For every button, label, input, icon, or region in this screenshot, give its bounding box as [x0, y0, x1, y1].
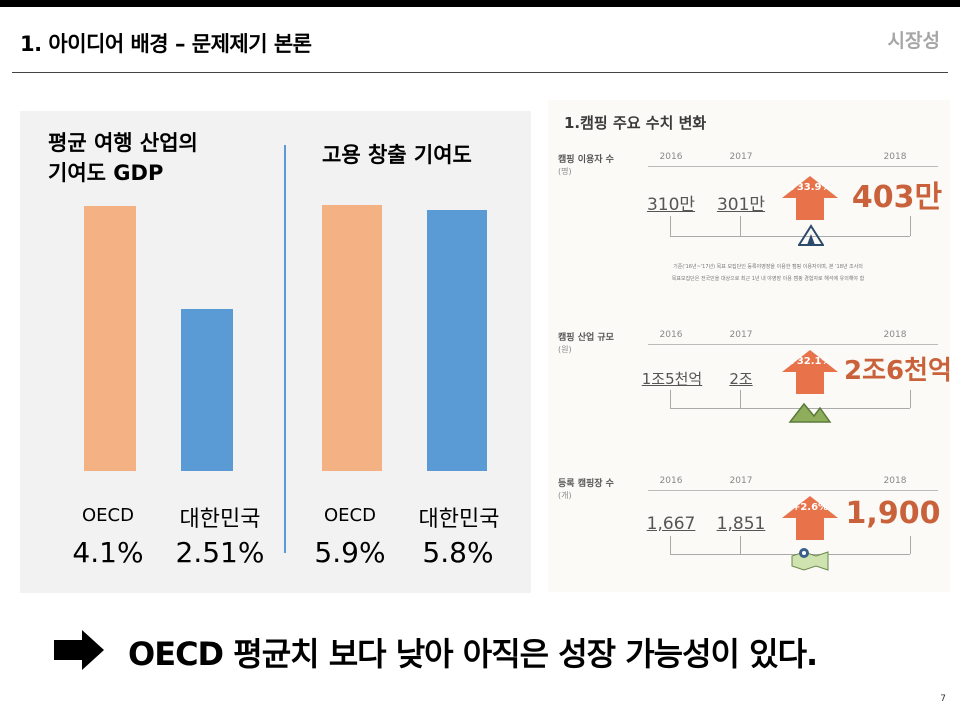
map-pin-icon — [791, 548, 829, 571]
row-unit-industry: (원) — [558, 345, 572, 354]
year-2017-users: 2017 — [729, 152, 753, 162]
year-2017-campsites: 2017 — [729, 476, 753, 486]
growth-industry: +32.1% — [788, 356, 832, 367]
bar-oecd-employment — [322, 205, 382, 471]
row-label-users: 캠핑 이용자 수 — [558, 155, 614, 165]
note-line-2: 목표모집단은 전국민을 대상으로 최근 1년 내 야영장 이용 캠핑 경험자로 … — [671, 276, 865, 282]
section-tag: 시장성 — [887, 30, 940, 52]
row-label-campsites: 등록 캠핑장 수 — [558, 479, 614, 489]
growth-users: +33.9% — [788, 182, 832, 193]
pin-users-2017 — [740, 216, 741, 236]
pin-industry-2016 — [670, 390, 671, 408]
category-oecd-employment: OECD — [324, 505, 376, 526]
value-2018-users: 403만 — [851, 180, 943, 215]
value-2017-users: 301만 — [716, 195, 766, 215]
row-label-industry: 캠핑 산업 규모 — [558, 333, 614, 343]
bar-oecd-gdp — [84, 206, 136, 471]
value-korea-gdp: 2.51% — [175, 536, 265, 569]
timeline-industry — [670, 408, 910, 409]
value-2018-industry: 2조6천억 — [844, 356, 952, 386]
pin-industry-2018 — [910, 390, 911, 408]
pin-campsites-2018 — [910, 536, 911, 554]
value-oecd-gdp: 4.1% — [72, 536, 144, 569]
year-line-users — [648, 166, 938, 167]
growth-arrow-users-icon — [782, 176, 838, 220]
row-unit-users: (명) — [558, 167, 572, 176]
year-2018-industry: 2018 — [883, 330, 907, 340]
page-title: 1. 아이디어 배경 – 문제제기 본론 — [20, 32, 312, 56]
chart-divider — [284, 145, 286, 553]
category-oecd-gdp: OECD — [82, 505, 134, 526]
camping-infographic: 1.캠핑 주요 수치 변화 캠핑 이용자 수 (명) 2016 2017 201… — [548, 100, 952, 592]
value-2018-campsites: 1,900 — [845, 496, 941, 531]
page-number: 7 — [940, 694, 946, 704]
growth-arrow-industry-icon — [782, 350, 838, 394]
infographic-heading: 1.캠핑 주요 수치 변화 — [564, 114, 707, 132]
timeline-users — [670, 236, 910, 237]
year-2018-campsites: 2018 — [883, 476, 907, 486]
category-korea-gdp: 대한민국 — [179, 507, 261, 532]
value-2016-campsites: 1,667 — [646, 514, 696, 534]
timeline-campsites — [670, 554, 910, 555]
value-2017-campsites: 1,851 — [716, 514, 766, 534]
pin-industry-2017 — [740, 390, 741, 408]
value-2016-industry: 1조5천억 — [641, 370, 703, 388]
pin-campsites-2017 — [740, 536, 741, 554]
value-korea-employment: 5.8% — [422, 536, 494, 569]
chart-title-gdp: 평균 여행 산업의 기여도 GDP — [48, 131, 198, 185]
note-line-1: 기준('16년~'17년) 목표 모집단인 등록야영장을 이용한 캠핑 이용자이… — [673, 264, 863, 270]
title-rule — [12, 72, 948, 73]
bar-korea-employment — [427, 209, 487, 471]
category-korea-employment: 대한민국 — [418, 507, 500, 532]
pin-users-2016 — [670, 216, 671, 236]
pin-campsites-2016 — [670, 536, 671, 554]
bar-korea-gdp — [181, 308, 233, 471]
year-2016-users: 2016 — [659, 152, 683, 162]
conclusion-text: OECD 평균치 보다 낮아 아직은 성장 가능성이 있다. — [128, 635, 818, 673]
year-line-industry — [648, 344, 938, 345]
tent-icon — [798, 224, 824, 246]
growth-campsites: +2.6% — [791, 502, 829, 513]
growth-arrow-campsites-icon — [782, 496, 838, 540]
right-arrow-icon — [54, 630, 104, 670]
pin-users-2018 — [910, 216, 911, 236]
mountain-icon — [788, 402, 832, 423]
value-2016-users: 310만 — [646, 195, 696, 215]
year-2016-campsites: 2016 — [659, 476, 683, 486]
year-2016-industry: 2016 — [659, 330, 683, 340]
year-2017-industry: 2017 — [729, 330, 753, 340]
year-2018-users: 2018 — [883, 152, 907, 162]
row-unit-campsites: (개) — [558, 491, 572, 500]
chart-title-employment: 고용 창출 기여도 — [322, 143, 472, 167]
value-oecd-employment: 5.9% — [314, 536, 386, 569]
value-2017-industry: 2조 — [729, 370, 753, 388]
year-line-campsites — [648, 490, 938, 491]
top-border — [0, 0, 960, 7]
